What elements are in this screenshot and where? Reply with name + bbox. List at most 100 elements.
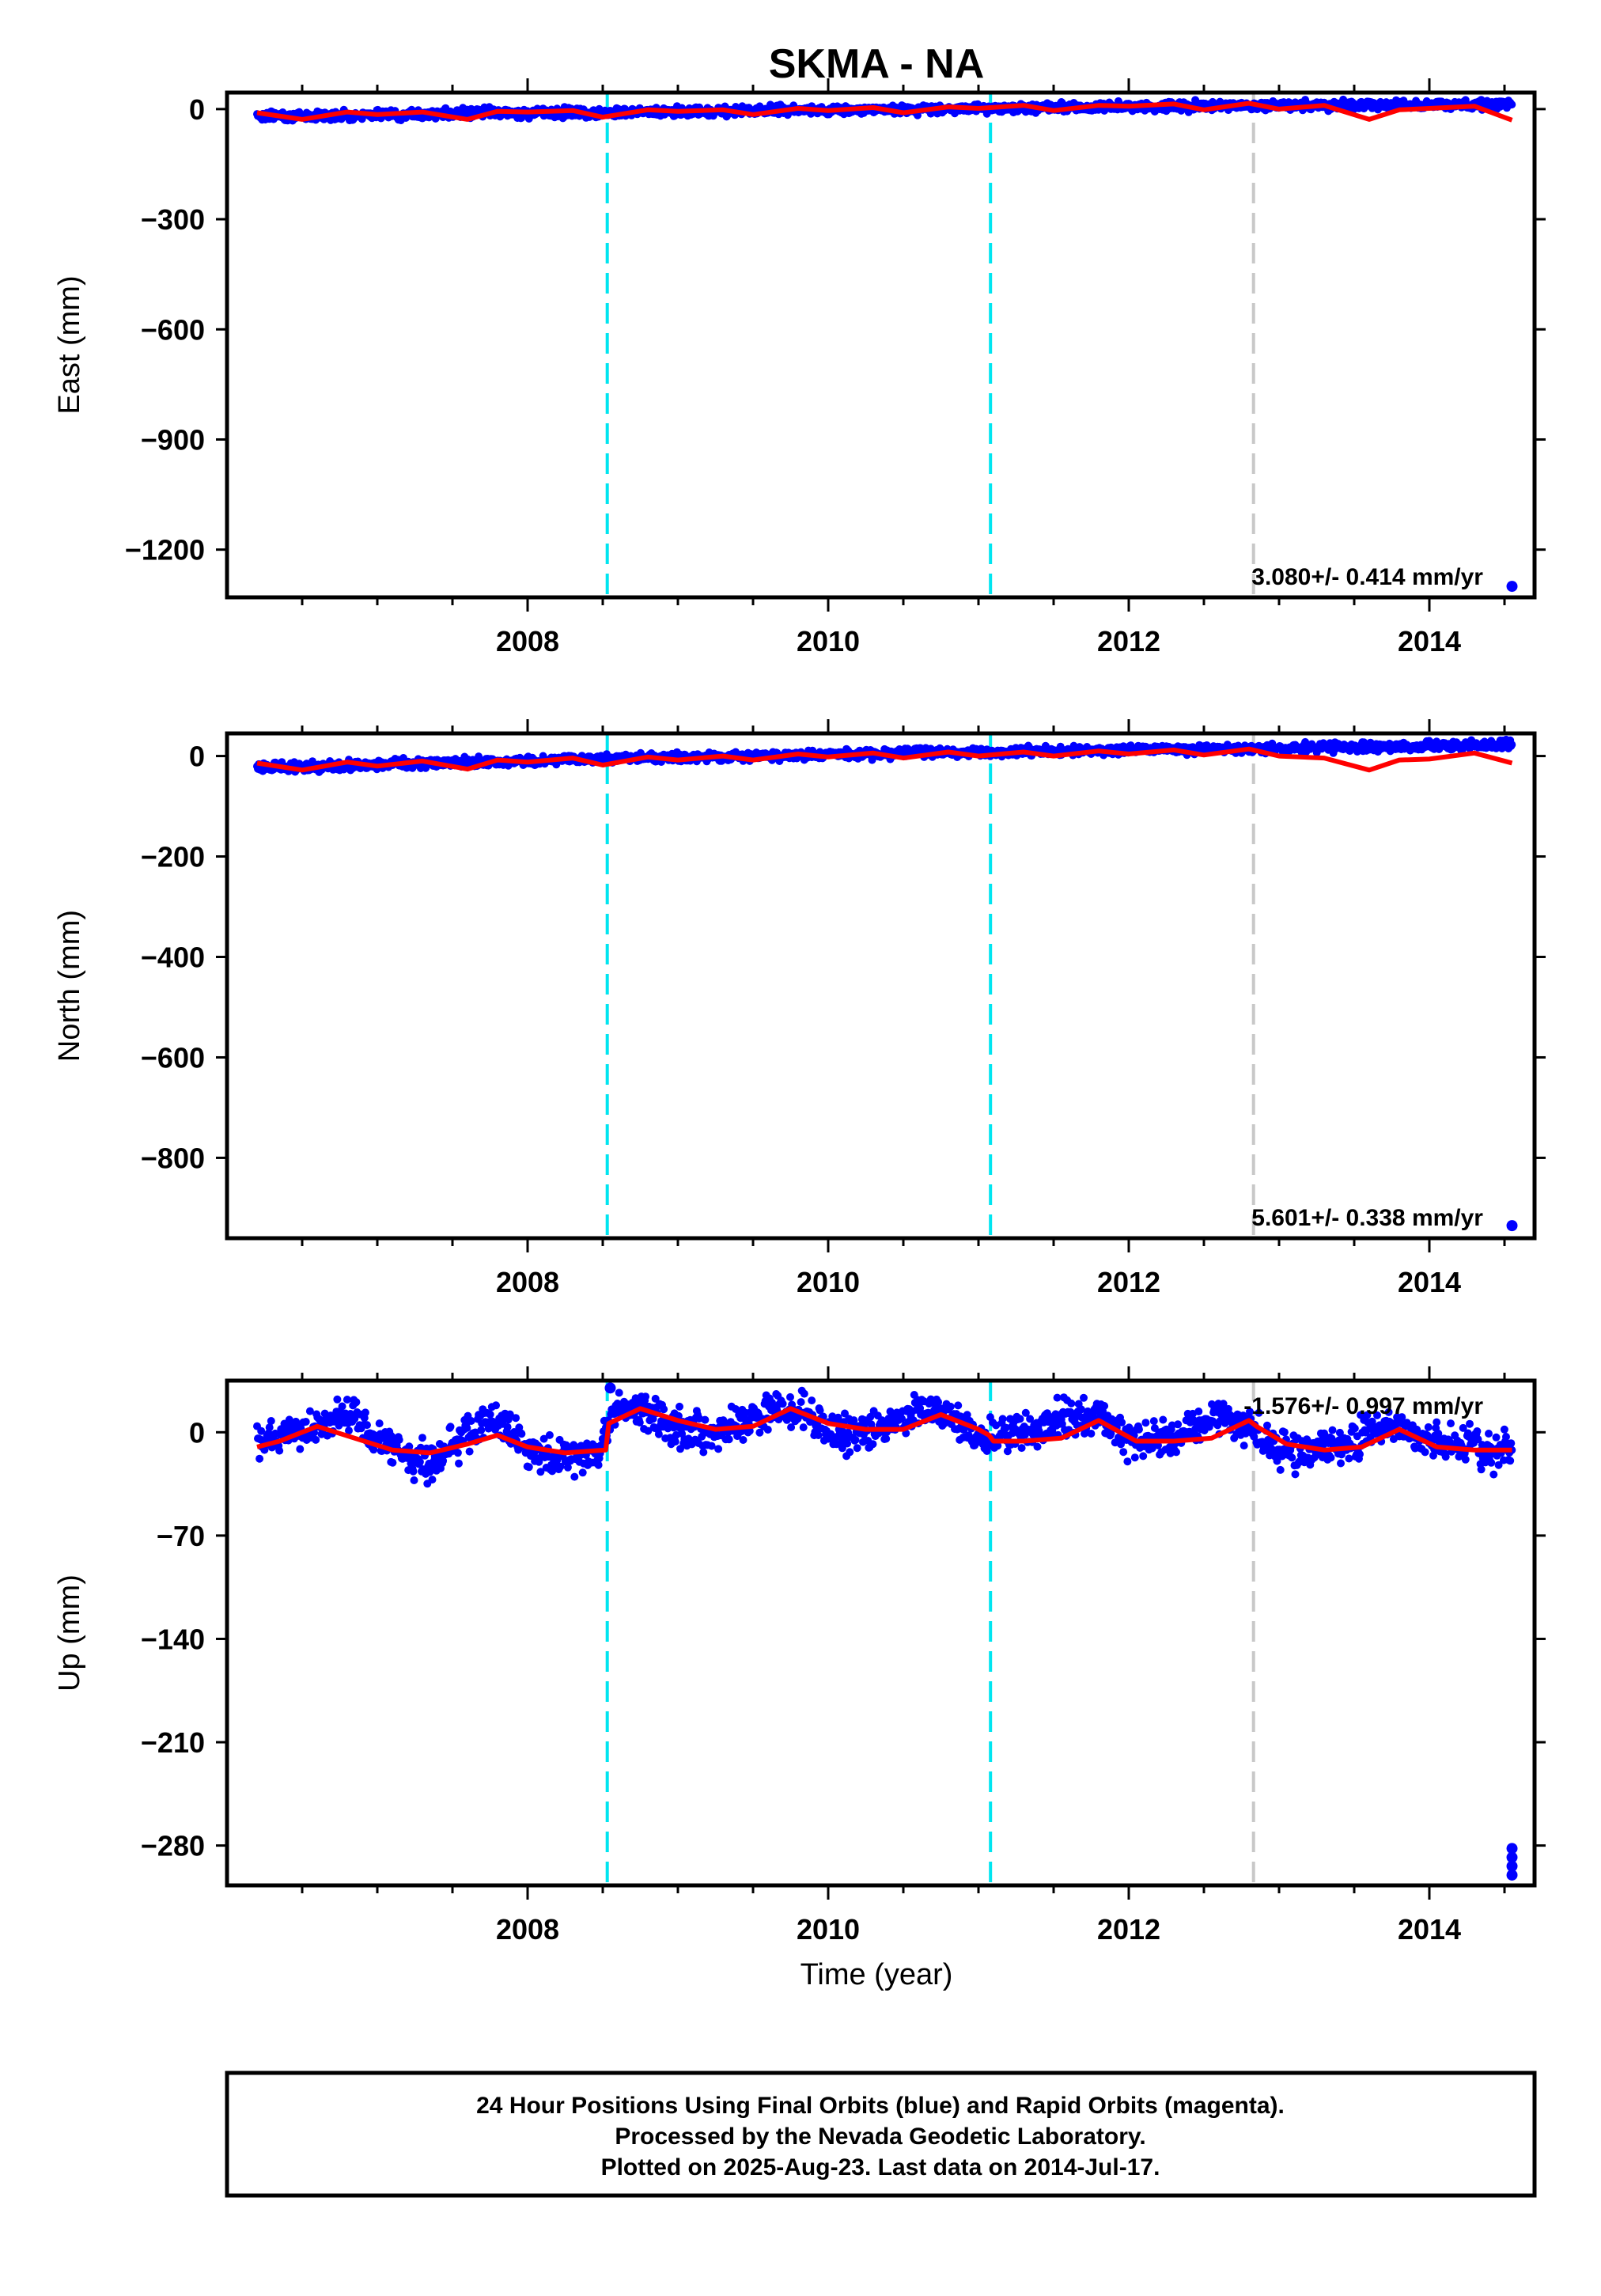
up-daily-positions	[253, 1386, 1516, 1488]
position-point	[1502, 1433, 1510, 1441]
y-tick-label: 0	[189, 93, 205, 126]
chart-title: SKMA - NA	[769, 41, 985, 87]
position-point	[1255, 1408, 1263, 1417]
position-point	[866, 1412, 875, 1421]
position-point	[439, 1457, 448, 1465]
position-point	[786, 1392, 794, 1401]
position-point	[1433, 1418, 1441, 1426]
x-tick-label: 2014	[1398, 1913, 1461, 1946]
position-point	[503, 1423, 512, 1431]
x-tick-label: 2008	[496, 625, 559, 657]
position-point	[816, 1406, 824, 1415]
position-point	[964, 1431, 973, 1440]
x-tick-label: 2012	[1097, 1266, 1160, 1298]
position-point	[1130, 1453, 1139, 1462]
position-point	[517, 1430, 526, 1438]
position-point	[1053, 1393, 1062, 1402]
x-tick-label: 2010	[797, 625, 860, 657]
position-point	[1139, 1452, 1148, 1461]
position-point	[338, 1402, 346, 1411]
position-point	[1118, 1418, 1126, 1426]
y-tick-label: 0	[189, 1416, 205, 1449]
position-point	[1273, 1457, 1281, 1465]
up-y-axis-label: Up (mm)	[53, 1574, 86, 1692]
position-point	[486, 1410, 494, 1419]
position-point	[512, 1414, 520, 1423]
x-tick-label: 2014	[1398, 1266, 1461, 1298]
position-point	[799, 1423, 808, 1432]
north-frame	[225, 731, 1537, 1241]
position-point	[556, 1462, 565, 1471]
north-rate-label: 5.601+/- 0.338 mm/yr	[1251, 1205, 1483, 1231]
position-point	[1373, 1411, 1381, 1419]
north-model-line	[256, 746, 1513, 773]
position-point	[1246, 1408, 1254, 1416]
position-point	[1500, 1425, 1508, 1434]
position-point	[851, 1436, 860, 1444]
position-point	[1508, 741, 1516, 749]
position-point	[410, 1476, 418, 1484]
position-point	[1080, 1393, 1088, 1402]
position-point	[699, 1448, 708, 1457]
position-point	[778, 1400, 787, 1408]
position-point	[642, 1392, 650, 1401]
position-point	[446, 1423, 455, 1431]
x-tick-label: 2008	[496, 1266, 559, 1298]
position-point	[312, 1435, 320, 1444]
position-point	[267, 1417, 275, 1425]
position-point	[1003, 1447, 1012, 1456]
position-point	[275, 1446, 284, 1455]
position-point	[415, 1457, 424, 1466]
position-point	[998, 1415, 1007, 1423]
position-point	[1016, 1415, 1024, 1423]
position-point	[1149, 1417, 1158, 1426]
position-point	[615, 1389, 623, 1397]
position-point	[1174, 1420, 1183, 1429]
position-point	[1398, 1413, 1406, 1422]
outlier-point	[1506, 1869, 1518, 1881]
position-point	[1141, 1419, 1150, 1427]
position-point	[898, 1415, 906, 1423]
position-point	[465, 1447, 474, 1456]
position-point	[843, 1439, 852, 1448]
position-point	[1506, 1457, 1515, 1465]
position-point	[352, 1398, 361, 1407]
position-point	[755, 1428, 764, 1437]
outlier-point	[1506, 1860, 1518, 1872]
position-point	[1485, 1430, 1493, 1438]
outlier-point	[1506, 1851, 1518, 1863]
position-point	[1328, 1426, 1337, 1434]
up-rate-label: -1.576+/- 0.997 mm/yr	[1243, 1393, 1483, 1419]
y-tick-label: −140	[141, 1623, 205, 1655]
position-point	[644, 1426, 653, 1435]
x-tick-label: 2010	[797, 1266, 860, 1298]
position-point	[732, 1405, 740, 1413]
position-point	[1461, 1455, 1470, 1464]
position-point	[1205, 1423, 1213, 1431]
outlier-point	[604, 1382, 616, 1394]
y-tick-label: −210	[141, 1726, 205, 1759]
position-point	[701, 1415, 710, 1424]
position-point	[869, 1440, 877, 1449]
position-point	[1384, 1408, 1393, 1416]
position-point	[1507, 1439, 1516, 1448]
footer-line-2: Processed by the Nevada Geodetic Laborat…	[615, 2124, 1145, 2150]
position-point	[1434, 1429, 1443, 1438]
position-point	[363, 1421, 371, 1430]
position-point	[1288, 1453, 1296, 1462]
position-point	[934, 1398, 943, 1407]
position-point	[296, 1445, 305, 1453]
position-point	[635, 1419, 644, 1426]
position-point	[539, 1434, 548, 1443]
position-point	[1190, 1416, 1198, 1424]
position-point	[1356, 1450, 1364, 1458]
position-point	[1508, 100, 1516, 109]
position-point	[418, 1434, 426, 1442]
position-point	[333, 1395, 342, 1404]
up-frame	[225, 1378, 1537, 1888]
position-point	[505, 1410, 514, 1419]
position-point	[1159, 1415, 1168, 1424]
position-point	[477, 1426, 486, 1434]
position-point	[409, 1467, 418, 1476]
position-point	[388, 1458, 397, 1467]
